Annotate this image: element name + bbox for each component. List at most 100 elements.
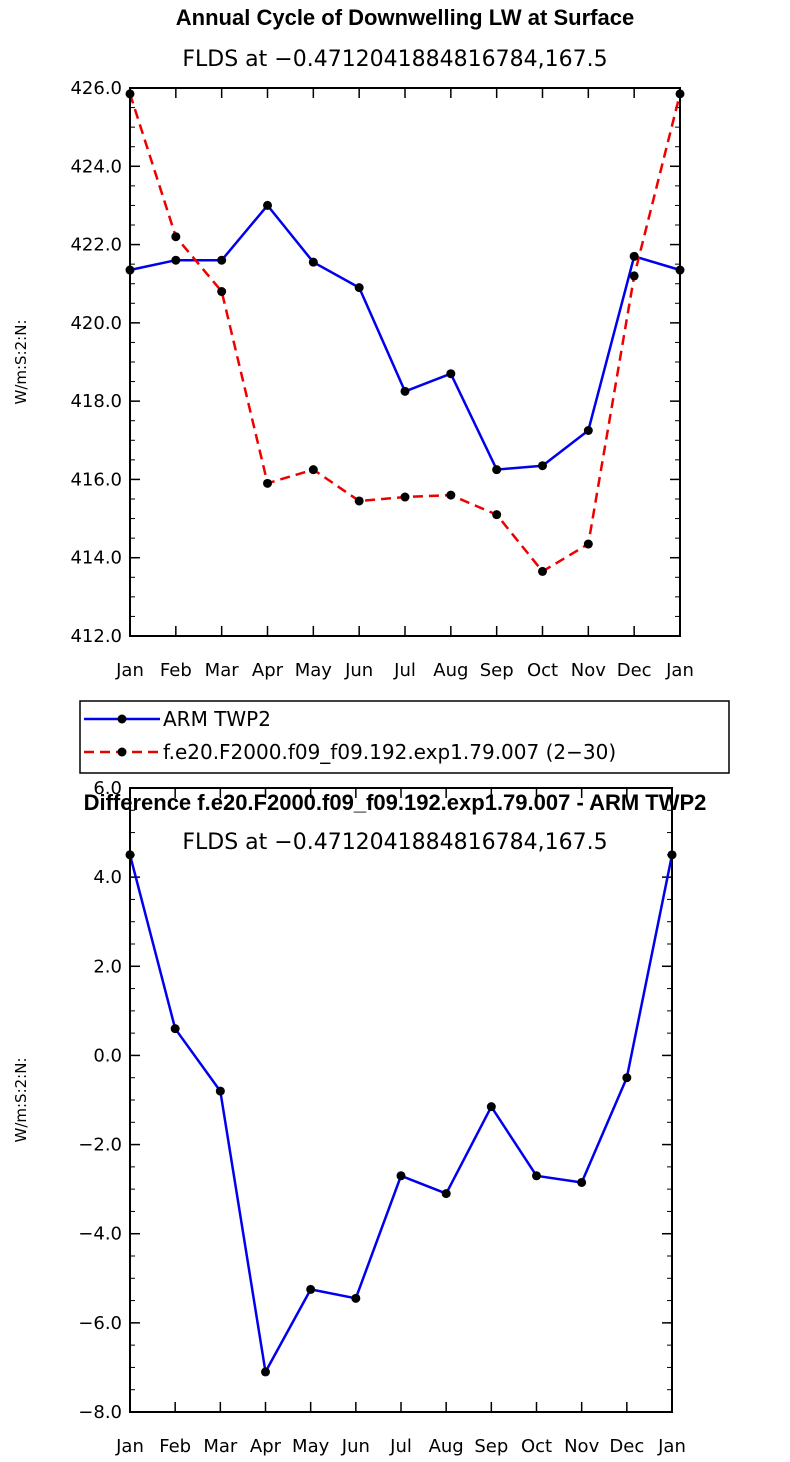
x-tick-label: Aug (433, 660, 468, 681)
y-tick-label: −8.0 (78, 1402, 122, 1423)
x-tick-label: Mar (203, 1436, 238, 1457)
plot-frame (129, 787, 673, 1413)
data-point (171, 255, 181, 265)
data-point (354, 283, 364, 293)
data-point (441, 1189, 451, 1199)
x-tick-label: Jul (389, 1436, 412, 1457)
x-tick-label: Jan (665, 660, 694, 681)
y-tick-label: 414.0 (70, 548, 122, 569)
chart-subtitle: FLDS at −0.4712041884816784,167.5 (182, 830, 607, 855)
x-tick-labels: Jan Feb Mar Apr May Jun Jul Aug Sep Oct Nov Dec Jan (115, 660, 694, 681)
y-tick-label: −6.0 (78, 1313, 122, 1334)
plot-frame (129, 87, 681, 637)
y-axis-label: W/m:S:2:N: (12, 1058, 30, 1143)
data-point (622, 1073, 632, 1083)
data-point (354, 496, 364, 506)
data-point (396, 1171, 406, 1181)
data-point (538, 461, 547, 471)
chart-subtitle: FLDS at −0.4712041884816784,167.5 (182, 47, 607, 72)
x-tick-label: Dec (617, 660, 652, 681)
y-tick-labels: −8.0 −6.0 −4.0 −2.0 0.0 2.0 4.0 6.0 (78, 778, 122, 1423)
data-point (583, 426, 593, 435)
x-tick-label: Sep (474, 1436, 508, 1457)
data-point (446, 369, 456, 379)
legend-label-arm-twp2: ARM TWP2 (163, 707, 271, 731)
x-tick-label: Apr (250, 1436, 282, 1457)
data-point (261, 1367, 270, 1377)
series-line-0 (128, 854, 674, 1374)
data-point (308, 465, 318, 475)
x-tick-label: Jan (115, 660, 144, 681)
y-tick-label: 416.0 (70, 469, 122, 490)
data-point (532, 1171, 541, 1181)
x-tick-label: Dec (609, 1436, 644, 1457)
y-tick-label: 2.0 (93, 956, 122, 977)
data-point (629, 271, 639, 281)
tick-marks (129, 787, 673, 1413)
legend: ARM TWP2 f.e20.F2000.f09_f09.192.exp1.79… (79, 700, 730, 774)
data-point (492, 510, 502, 520)
x-tick-label: Aug (429, 1436, 464, 1457)
series-lines (125, 89, 685, 576)
y-tick-label: −4.0 (78, 1224, 122, 1245)
data-point (351, 1293, 361, 1303)
legend-box (79, 700, 730, 774)
data-point (215, 1086, 225, 1096)
y-tick-label: 412.0 (70, 626, 122, 647)
x-tick-label: May (295, 660, 333, 681)
x-tick-label: Nov (571, 660, 606, 681)
y-tick-label: 0.0 (93, 1045, 122, 1066)
data-point (306, 1284, 316, 1294)
legend-entry-model: f.e20.F2000.f09_f09.192.exp1.79.007 (2−3… (84, 740, 616, 764)
y-axis-label: W/m:S:2:N: (12, 320, 30, 405)
annual-cycle-chart: Annual Cycle of Downwelling LW at Surfac… (12, 5, 694, 681)
y-tick-label: 6.0 (93, 778, 122, 799)
x-tick-label: Mar (205, 660, 240, 681)
x-tick-label: May (292, 1436, 330, 1457)
data-point (217, 287, 227, 297)
data-point (217, 255, 227, 265)
y-tick-label: 426.0 (70, 78, 122, 99)
data-point (538, 566, 547, 576)
y-tick-label: −2.0 (78, 1135, 122, 1156)
legend-label-model: f.e20.F2000.f09_f09.192.exp1.79.007 (2−3… (163, 740, 616, 764)
x-tick-label: Jan (657, 1436, 686, 1457)
series-lines (125, 850, 677, 1377)
y-tick-label: 4.0 (93, 867, 122, 888)
x-tick-label: Sep (480, 660, 514, 681)
data-point (171, 232, 181, 242)
x-tick-label: Feb (160, 660, 192, 681)
data-point (629, 251, 639, 261)
difference-chart: Difference f.e20.F2000.f09_f09.192.exp1.… (12, 778, 706, 1457)
x-tick-label: Jun (341, 1436, 370, 1457)
chart-title: Difference f.e20.F2000.f09_f09.192.exp1.… (84, 790, 707, 815)
legend-marker-arm-twp2 (117, 714, 127, 724)
x-tick-label: Nov (564, 1436, 599, 1457)
data-point (263, 200, 272, 210)
y-tick-label: 424.0 (70, 156, 122, 177)
x-tick-label: Jul (393, 660, 416, 681)
data-point (486, 1102, 496, 1112)
data-point (583, 539, 593, 549)
data-point (308, 257, 318, 267)
data-point (400, 386, 410, 396)
x-tick-labels: Jan Feb Mar Apr May Jun Jul Aug Sep Oct Nov Dec Jan (115, 1436, 686, 1457)
data-point (577, 1177, 587, 1187)
y-tick-label: 422.0 (70, 235, 122, 256)
x-tick-label: Feb (159, 1436, 191, 1457)
y-tick-label: 418.0 (70, 391, 122, 412)
data-point (492, 465, 502, 475)
x-tick-label: Apr (252, 660, 284, 681)
data-point (446, 490, 456, 500)
y-tick-labels: 412.0 414.0 416.0 418.0 420.0 422.0 424.0 426.0 (70, 78, 122, 647)
data-point (263, 478, 272, 488)
legend-marker-model (117, 747, 127, 757)
x-tick-label: Jan (115, 1436, 144, 1457)
x-tick-label: Jun (344, 660, 373, 681)
chart-title: Annual Cycle of Downwelling LW at Surfac… (176, 5, 634, 30)
x-tick-label: Oct (527, 660, 558, 681)
x-tick-label: Oct (521, 1436, 552, 1457)
data-point (400, 492, 410, 502)
y-tick-label: 420.0 (70, 313, 122, 334)
